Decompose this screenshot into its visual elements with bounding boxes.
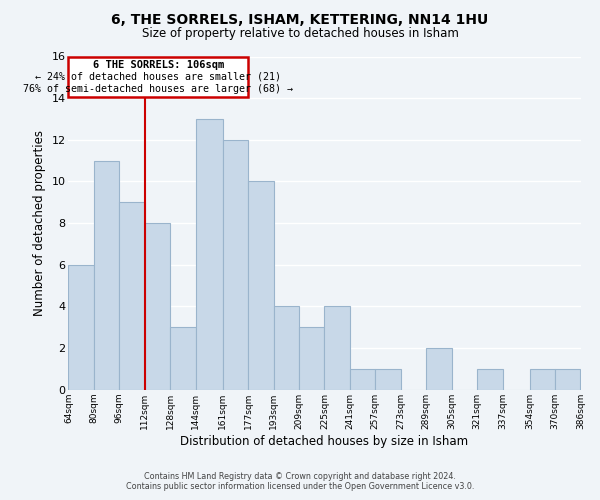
Bar (68, 265, 94, 390)
Text: ← 24% of detached houses are smaller (21): ← 24% of detached houses are smaller (21… (35, 72, 281, 82)
Bar (145, 223, 170, 390)
Text: 6 THE SORRELS: 106sqm: 6 THE SORRELS: 106sqm (92, 60, 224, 70)
Bar (325, 306, 350, 390)
Bar (223, 140, 248, 390)
Bar (477, 369, 503, 390)
Bar (196, 119, 223, 390)
Text: 76% of semi-detached houses are larger (68) →: 76% of semi-detached houses are larger (… (23, 84, 293, 94)
X-axis label: Distribution of detached houses by size in Isham: Distribution of detached houses by size … (181, 434, 469, 448)
Bar (299, 328, 325, 390)
Bar (530, 369, 555, 390)
Bar (555, 369, 580, 390)
Text: Size of property relative to detached houses in Isham: Size of property relative to detached ho… (142, 28, 458, 40)
Bar (170, 328, 196, 390)
Text: Contains HM Land Registry data © Crown copyright and database right 2024.
Contai: Contains HM Land Registry data © Crown c… (126, 472, 474, 491)
Text: 6, THE SORRELS, ISHAM, KETTERING, NN14 1HU: 6, THE SORRELS, ISHAM, KETTERING, NN14 1… (112, 12, 488, 26)
Bar (94, 160, 119, 390)
Bar (350, 369, 376, 390)
Bar (426, 348, 452, 390)
Bar (68, 56, 248, 97)
Bar (274, 306, 299, 390)
Bar (119, 202, 145, 390)
Bar (376, 369, 401, 390)
Bar (248, 182, 274, 390)
Y-axis label: Number of detached properties: Number of detached properties (33, 130, 46, 316)
